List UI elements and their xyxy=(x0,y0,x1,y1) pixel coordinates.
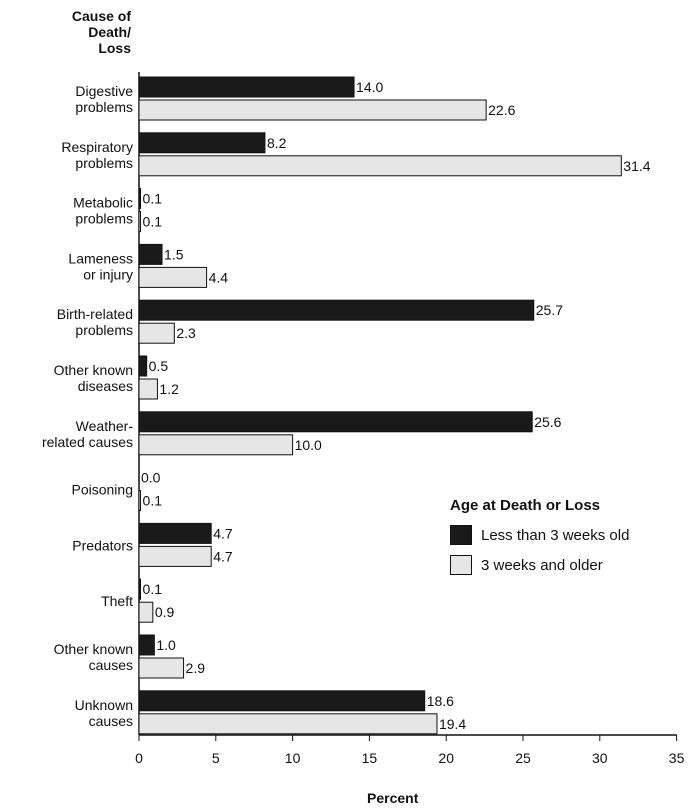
x-tick-label: 20 xyxy=(438,750,454,766)
bar xyxy=(138,266,208,288)
category-label: Metabolic xyxy=(73,195,133,211)
bar-value-label: 0.9 xyxy=(155,604,175,620)
category-label: Birth-related xyxy=(57,306,133,322)
bar-value-label: 0.1 xyxy=(143,191,163,207)
bar xyxy=(138,690,426,712)
bar xyxy=(138,243,163,265)
category-label: Other known xyxy=(54,362,133,378)
bar-value-label: 0.0 xyxy=(141,470,161,486)
bar xyxy=(138,76,355,98)
bar-value-label: 0.1 xyxy=(143,214,163,230)
bar-value-label: 18.6 xyxy=(427,693,454,709)
category-label: causes xyxy=(89,713,133,729)
bar-value-label: 4.7 xyxy=(213,548,233,564)
bar xyxy=(138,99,487,121)
category-label: Weather- xyxy=(76,418,134,434)
bar xyxy=(138,713,438,735)
category-label: diseases xyxy=(78,378,133,394)
category-label: Respiratory xyxy=(61,139,133,155)
legend-item-series-0: Less than 3 weeks old xyxy=(450,520,629,550)
bar-value-label: 22.6 xyxy=(488,102,515,118)
category-label: Poisoning xyxy=(72,482,134,498)
legend-swatch-light xyxy=(450,555,472,575)
category-label: Other known xyxy=(54,641,133,657)
bar xyxy=(138,378,158,400)
bar xyxy=(138,490,142,512)
bar xyxy=(138,132,266,154)
bar-value-label: 0.1 xyxy=(143,581,163,597)
legend-label: 3 weeks and older xyxy=(481,556,603,574)
bar xyxy=(138,299,535,321)
bar xyxy=(138,411,533,433)
bar xyxy=(138,657,185,679)
bar xyxy=(138,434,294,456)
x-tick-label: 25 xyxy=(515,750,531,766)
bar-value-label: 25.6 xyxy=(534,414,561,430)
x-axis-title: Percent xyxy=(367,790,419,806)
bar-value-label: 0.5 xyxy=(149,358,169,374)
bar-value-label: 8.2 xyxy=(267,135,287,151)
bar-value-label: 31.4 xyxy=(623,158,650,174)
bar-value-label: 19.4 xyxy=(439,716,466,732)
y-axis-title: Cause of Death/ Loss xyxy=(71,8,131,56)
bar-value-label: 1.5 xyxy=(164,246,184,262)
category-label: problems xyxy=(75,322,133,338)
bar xyxy=(138,155,622,177)
category-label: Unknown xyxy=(75,697,133,713)
category-label: Predators xyxy=(72,537,133,553)
bar xyxy=(138,578,142,600)
category-label: Theft xyxy=(101,593,133,609)
x-tick-label: 0 xyxy=(135,750,143,766)
x-tick-label: 5 xyxy=(212,750,220,766)
bar-value-label: 2.3 xyxy=(176,325,196,341)
legend-swatch-dark xyxy=(450,525,472,545)
category-label: problems xyxy=(75,211,133,227)
bar xyxy=(138,545,212,567)
legend: Age at Death or Loss Less than 3 weeks o… xyxy=(450,497,629,580)
x-tick-label: 30 xyxy=(592,750,608,766)
category-label: problems xyxy=(75,155,133,171)
x-tick-label: 15 xyxy=(362,750,378,766)
category-label: causes xyxy=(89,657,133,673)
bar-value-label: 2.9 xyxy=(186,660,206,676)
category-label: problems xyxy=(75,99,133,115)
legend-title: Age at Death or Loss xyxy=(450,497,601,514)
legend-item-series-1: 3 weeks and older xyxy=(450,550,629,580)
bar xyxy=(138,322,175,344)
bar-value-label: 0.1 xyxy=(143,493,163,509)
bar-value-label: 14.0 xyxy=(356,79,383,95)
bar xyxy=(138,211,142,233)
bar-value-label: 1.2 xyxy=(159,381,179,397)
category-label: related causes xyxy=(42,434,133,450)
category-label: Digestive xyxy=(75,83,133,99)
bar xyxy=(138,601,154,623)
bar-value-label: 1.0 xyxy=(156,637,176,653)
bar-value-label: 4.4 xyxy=(209,269,229,285)
bar xyxy=(138,634,155,656)
bar-value-label: 10.0 xyxy=(295,437,322,453)
bar-value-label: 25.7 xyxy=(536,302,563,318)
bar xyxy=(138,355,148,377)
bar xyxy=(138,188,142,210)
legend-label: Less than 3 weeks old xyxy=(481,526,630,544)
x-tick-label: 35 xyxy=(669,750,685,766)
category-label: or injury xyxy=(83,266,133,282)
category-label: Lameness xyxy=(68,250,133,266)
bar xyxy=(138,522,212,544)
x-tick-label: 10 xyxy=(285,750,301,766)
bar-value-label: 4.7 xyxy=(213,525,233,541)
